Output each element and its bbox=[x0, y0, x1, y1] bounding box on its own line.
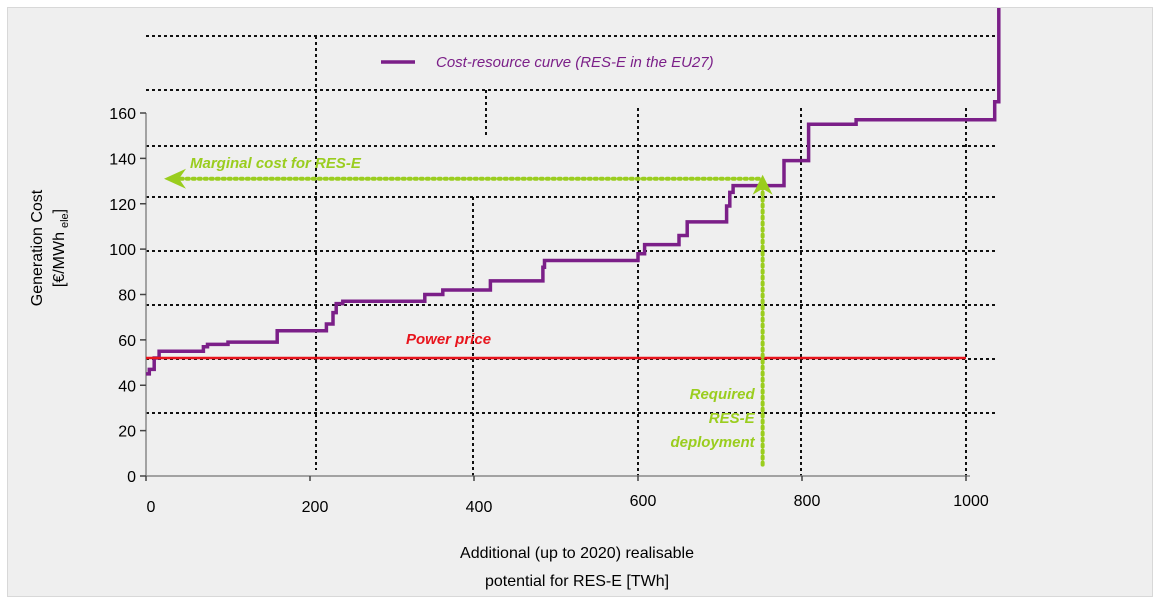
y-tick-label-140: 140 bbox=[109, 151, 136, 168]
x-tick-label-1000: 1000 bbox=[953, 493, 989, 510]
x-tick-label-600: 600 bbox=[630, 493, 657, 510]
y-tick-label-100: 100 bbox=[109, 242, 136, 259]
required-arrowhead bbox=[752, 174, 773, 195]
y-tick-label-80: 80 bbox=[118, 288, 136, 305]
legend: Cost-resource curve (RES-E in the EU27) bbox=[381, 54, 714, 71]
x-tick-label-200: 200 bbox=[302, 499, 329, 516]
required-label-line-1: Required bbox=[690, 386, 756, 403]
y-tick-label-60: 60 bbox=[118, 333, 136, 350]
y-axis-unit-close: ] bbox=[51, 209, 68, 213]
x-tick-label-0: 0 bbox=[147, 499, 156, 516]
power-price-label: Power price bbox=[406, 331, 491, 348]
x-tick-labels: 0 200 400 600 800 1000 bbox=[145, 476, 989, 516]
y-tick-label-20: 20 bbox=[118, 424, 136, 441]
y-tick-label-0: 0 bbox=[127, 469, 136, 486]
y-tick-label-40: 40 bbox=[118, 378, 136, 395]
x-tick-label-400: 400 bbox=[466, 499, 493, 516]
x-tick-label-800: 800 bbox=[794, 493, 821, 510]
required-label-line-3: deployment bbox=[670, 434, 755, 451]
y-axis-title-line2: [€/MWh ele] bbox=[51, 209, 71, 287]
x-axis-title-line2: potential for RES-E [TWh] bbox=[485, 573, 669, 590]
y-tick-labels: 0 20 40 60 80 100 120 140 160 bbox=[109, 106, 146, 486]
y-axis-title: Generation Cost [€/MWh ele] bbox=[29, 189, 71, 306]
chart-frame: 0 200 400 600 800 1000 0 20 40 60 80 100 120 140 160 … bbox=[7, 7, 1153, 597]
required-label-line-2: RES-E bbox=[709, 410, 756, 427]
y-axis-unit-subscript: ele bbox=[59, 213, 71, 228]
cost-resource-curve bbox=[146, 8, 1001, 376]
marginal-cost-arrowhead bbox=[164, 168, 186, 189]
y-axis-title-line1: Generation Cost bbox=[29, 189, 46, 306]
cost-resource-chart: 0 200 400 600 800 1000 020406080100120140160 … bbox=[29, 8, 1001, 590]
x-axis-title-line1: Additional (up to 2020) realisable bbox=[460, 545, 694, 562]
annotations: Marginal cost for RES-E Required RES-E depl… bbox=[164, 155, 773, 467]
legend-label: Cost-resource curve (RES-E in the EU27) bbox=[436, 54, 714, 71]
series-group bbox=[146, 8, 1001, 376]
grid-lines bbox=[146, 35, 998, 476]
y-axis-unit: [€/MWh bbox=[51, 232, 68, 287]
y-tick-label-160: 160 bbox=[109, 106, 136, 123]
marginal-cost-label: Marginal cost for RES-E bbox=[190, 155, 362, 172]
y-tick-label-120: 120 bbox=[109, 197, 136, 214]
